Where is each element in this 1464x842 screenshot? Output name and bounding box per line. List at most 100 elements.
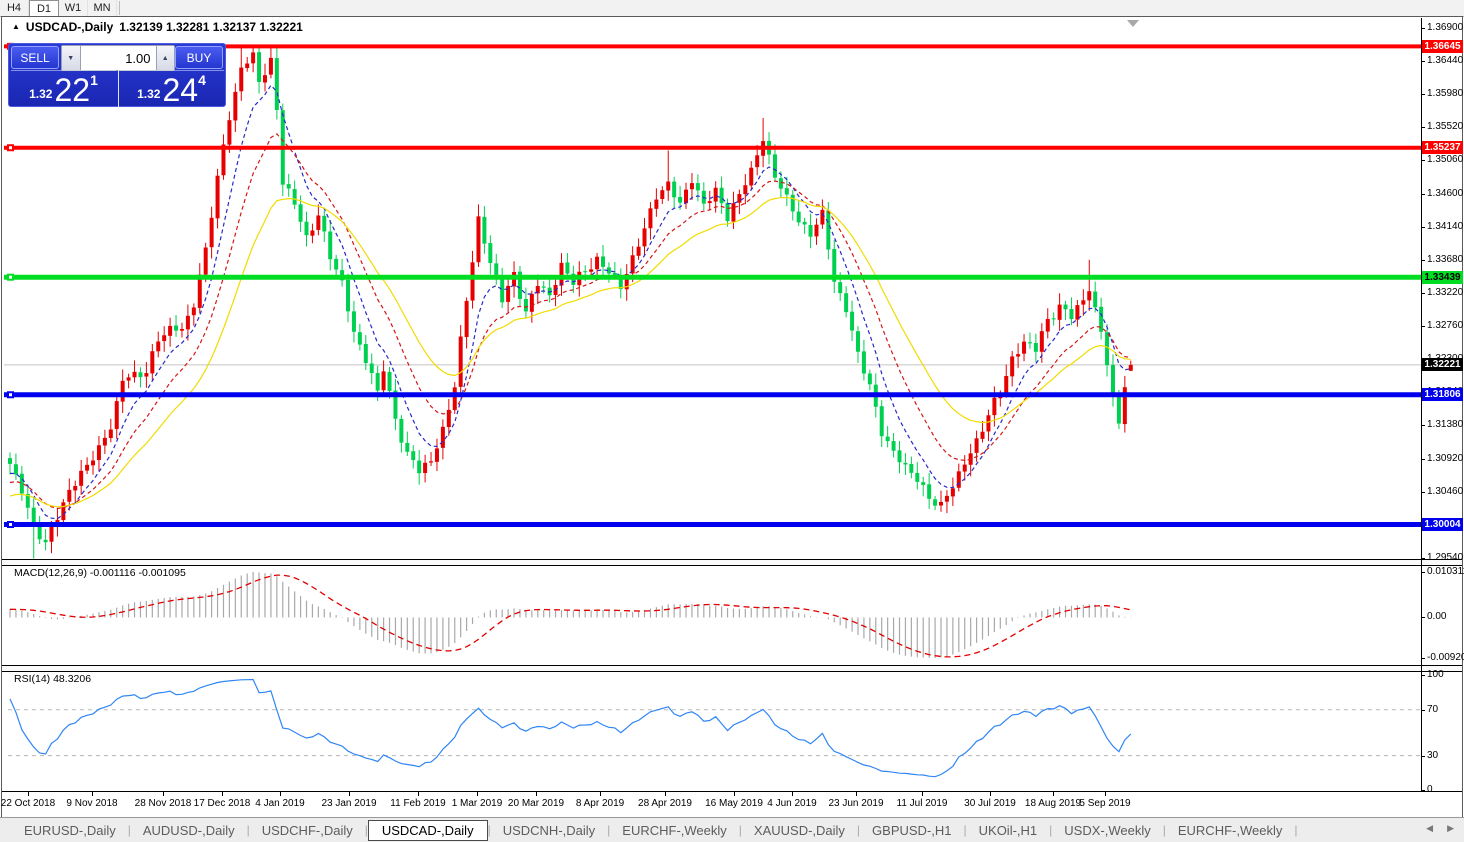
date-label-15: 30 Jul 2019	[964, 798, 1016, 809]
tab-separator: |	[607, 823, 611, 837]
price-tick-1.35520-tick	[1421, 127, 1425, 128]
tab-eurusd-daily[interactable]: EURUSD-,Daily	[24, 822, 116, 838]
tab-usdcad-daily[interactable]: USDCAD-,Daily	[367, 819, 488, 841]
price-tick-1.34600-tick	[1421, 194, 1425, 195]
date-label-8: 20 Mar 2019	[507, 798, 565, 809]
tab-scroll-arrows: ◀ ▶	[1426, 823, 1454, 834]
tab-ukoil-h1[interactable]: UKOil-,H1	[978, 822, 1038, 838]
date-tick	[1105, 792, 1106, 796]
sell-button[interactable]: SELL	[11, 46, 59, 69]
tab-separator: |	[487, 823, 491, 837]
rsi-tick-100-tick	[1421, 675, 1425, 676]
tabs-scroll-left-icon[interactable]: ◀	[1426, 823, 1434, 833]
tab-separator: |	[738, 823, 742, 837]
price-tick-1.34140-tick	[1421, 227, 1425, 228]
tab-usdx-weekly[interactable]: USDX-,Weekly	[1064, 822, 1151, 838]
tab-eurchf-weekly[interactable]: EURCHF-,Weekly	[622, 822, 727, 838]
price-tick-1.35980-tick	[1421, 94, 1425, 95]
macd-tick--0.009203-tick	[1421, 658, 1425, 659]
tab-separator: |	[856, 823, 861, 837]
price-tick-1.36440-tick	[1421, 61, 1425, 62]
date-label-4: 4 Jan 2019	[255, 798, 305, 809]
date-axis[interactable]: 22 Oct 2018 9 Nov 2018 28 Nov 2018 17 Dec 2…	[0, 791, 1462, 817]
price-badge-1.35237: 1.35237	[1422, 141, 1463, 154]
price-tick-1.35060-tick	[1421, 160, 1425, 161]
tab-separator: |	[963, 823, 967, 837]
date-tick	[163, 792, 164, 796]
timeframe-toolbar: H4 D1 W1 MN	[0, 0, 1464, 17]
timeframe-button-d1[interactable]: D1	[29, 0, 59, 16]
rsi-tick-30-tick	[1421, 756, 1425, 757]
spin-up-icon: ▲	[161, 54, 169, 62]
macd-indicator-chart[interactable]	[0, 565, 1464, 665]
main-price-chart[interactable]	[0, 18, 1464, 562]
tab-xauusd-daily[interactable]: XAUUSD-,Daily	[753, 822, 845, 838]
date-label-2: 28 Nov 2018	[134, 798, 192, 809]
rsi-indicator-chart[interactable]	[0, 670, 1464, 791]
rsi-tick-0-tick	[1421, 790, 1425, 791]
price-tick-1.35060: 1.35060	[1427, 154, 1464, 165]
price-badge-1.32221: 1.32221	[1422, 358, 1463, 371]
tab-usdcnh-daily[interactable]: USDCNH-,Daily	[502, 822, 596, 838]
date-tick	[536, 792, 537, 796]
tab-gbpusd-h1[interactable]: GBPUSD-,H1	[872, 822, 952, 838]
date-tick	[222, 792, 223, 796]
price-tick-1.35980: 1.35980	[1427, 88, 1464, 99]
macd-panel-splitter[interactable]	[2, 559, 1462, 566]
price-tick-1.33220: 1.33220	[1427, 287, 1464, 298]
price-tick-1.36900: 1.36900	[1427, 22, 1464, 33]
collapse-triangle-icon[interactable]: ▲	[12, 22, 20, 31]
chart-ohlc-values: 1.32139 1.32281 1.32137 1.32221	[119, 20, 303, 34]
macd-signal-line	[9, 574, 1131, 658]
tab-separator: |	[246, 823, 250, 837]
tabs-scroll-right-icon[interactable]: ▶	[1447, 823, 1454, 833]
sell-price-sup: 1	[90, 72, 98, 88]
ma-25-line	[9, 196, 1131, 508]
tab-separator: |	[1294, 823, 1298, 837]
price-tick-1.30460-tick	[1421, 492, 1425, 493]
date-tick	[92, 792, 93, 796]
one-click-trading-panel: SELL ▼ ▲ BUY 1.32 22 1 1.32 24 4	[8, 43, 226, 108]
volume-decrease-button[interactable]: ▼	[62, 46, 80, 70]
price-tick-1.36440: 1.36440	[1427, 55, 1464, 66]
buy-price-base: 1.32	[137, 87, 161, 101]
date-tick	[856, 792, 857, 796]
buy-price-display[interactable]: 1.32 24 4	[118, 70, 224, 108]
price-tick-1.36900-tick	[1421, 28, 1425, 29]
tab-separator: |	[1162, 823, 1166, 837]
chart-tabs: EURUSD-,Daily | AUDUSD-,Daily | USDCHF-,Dail…	[12, 819, 1298, 841]
timeframe-button-h4[interactable]: H4	[0, 0, 29, 16]
volume-input[interactable]	[79, 46, 157, 70]
tab-audusd-daily[interactable]: AUDUSD-,Daily	[142, 822, 235, 838]
ma-7-line	[9, 84, 1131, 520]
rsi-line	[9, 678, 1132, 778]
price-tick-1.34140: 1.34140	[1427, 221, 1464, 232]
rsi-tick-70: 70	[1427, 704, 1439, 715]
date-label-3: 17 Dec 2018	[193, 798, 251, 809]
sell-price-base: 1.32	[29, 87, 53, 101]
date-tick	[28, 792, 29, 796]
price-tick-1.31380-tick	[1421, 425, 1425, 426]
price-tick-1.29540: 1.29540	[1427, 552, 1464, 563]
date-tick	[990, 792, 991, 796]
date-tick	[665, 792, 666, 796]
macd-tick-0.010311-tick	[1421, 572, 1425, 573]
volume-increase-button[interactable]: ▲	[156, 46, 174, 70]
chart-title-row: ▲ USDCAD-,Daily 1.32139 1.32281 1.32137 …	[12, 20, 303, 34]
tab-eurchf-weekly[interactable]: EURCHF-,Weekly	[1177, 822, 1283, 838]
tab-usdchf-daily[interactable]: USDCHF-,Daily	[261, 822, 353, 838]
chart-shift-icon	[1127, 20, 1139, 27]
price-tick-1.29540-tick	[1421, 558, 1425, 559]
timeframe-button-mn[interactable]: MN	[88, 0, 117, 16]
rsi-panel-splitter[interactable]	[2, 665, 1462, 672]
price-badge-1.36645: 1.36645	[1422, 40, 1463, 53]
date-label-0: 22 Oct 2018	[0, 798, 56, 809]
price-tick-1.30460: 1.30460	[1427, 486, 1464, 497]
date-tick	[477, 792, 478, 796]
sell-price-display[interactable]: 1.32 22 1	[11, 70, 116, 108]
timeframe-button-w1[interactable]: W1	[59, 0, 88, 16]
date-label-16: 18 Aug 2019	[1024, 798, 1082, 809]
buy-button[interactable]: BUY	[175, 46, 223, 69]
spin-down-icon: ▼	[67, 54, 75, 62]
chart-tab-bar: EURUSD-,Daily | AUDUSD-,Daily | USDCHF-,Dail…	[0, 817, 1464, 842]
